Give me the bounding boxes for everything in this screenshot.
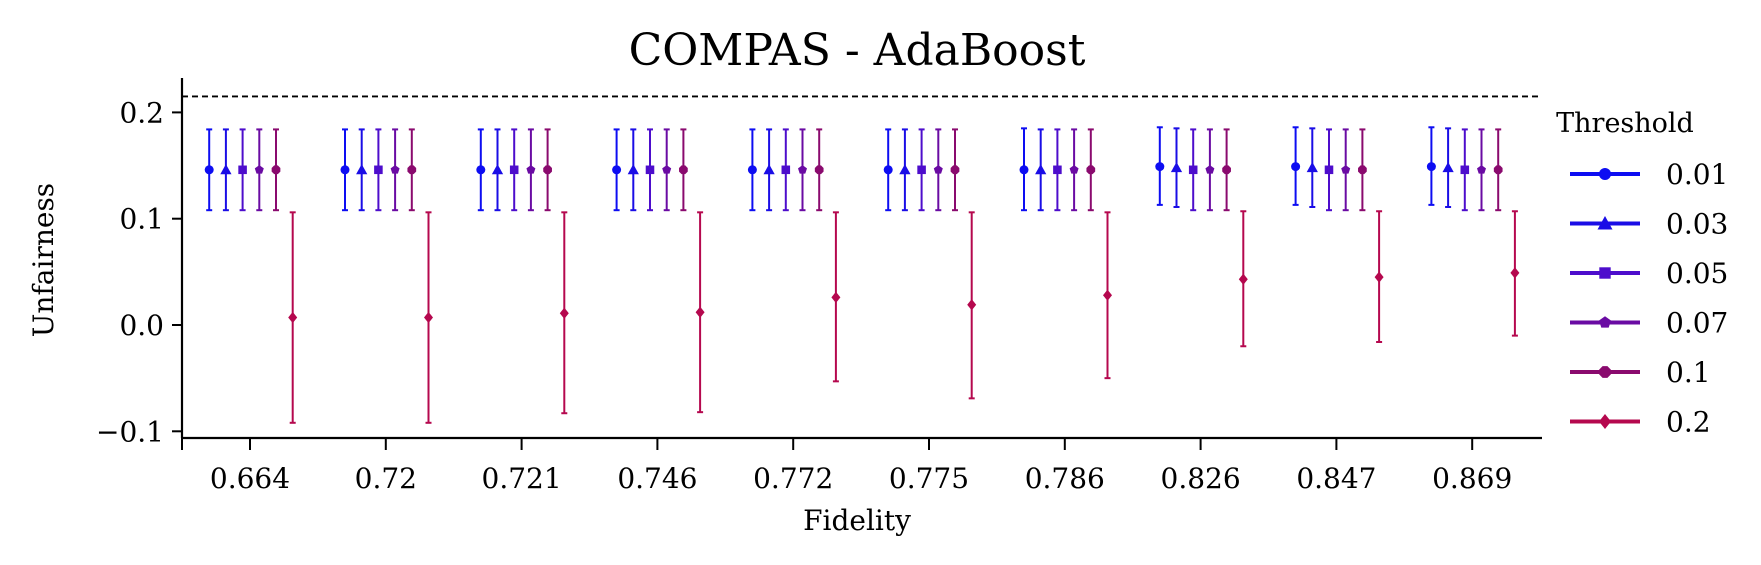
data-point: [1442, 162, 1454, 173]
data-point: [340, 165, 350, 175]
data-point: [933, 165, 943, 174]
data-point: [679, 165, 688, 175]
data-point: [1493, 165, 1503, 175]
y-tick-label: −0.1: [96, 415, 164, 448]
data-point: [374, 165, 383, 175]
data-point: [831, 291, 841, 303]
legend-label-0.07: 0.07: [1666, 307, 1728, 340]
data-point: [1069, 165, 1079, 174]
data-point: [1035, 164, 1047, 175]
plot-area: −0.1 0.0 0.1 0.2 0.664 0.72 0.721 0.746 0.772 0.7…: [96, 78, 1542, 495]
legend-label-0.03: 0.03: [1666, 208, 1728, 241]
legend-marker-0.03: [1597, 216, 1613, 230]
data-point: [1306, 162, 1318, 173]
legend-marker-0.1: [1599, 366, 1611, 378]
x-tick-label: 0.772: [753, 462, 833, 495]
data-point: [950, 165, 960, 175]
series-0.07: [254, 128, 1486, 212]
series-0.1: [271, 128, 1503, 212]
data-point: [238, 165, 247, 175]
x-tick-label: 0.746: [617, 462, 697, 495]
data-point: [271, 165, 281, 175]
data-point: [798, 165, 807, 174]
data-point: [1374, 271, 1384, 283]
data-point: [204, 165, 214, 175]
legend-marker-0.2: [1599, 414, 1611, 429]
series-0.03: [220, 127, 1454, 212]
x-axis-label: Fidelity: [803, 504, 911, 537]
data-point: [814, 165, 824, 175]
data-point: [1222, 165, 1231, 175]
data-point: [1155, 162, 1165, 172]
x-tick-label: 0.826: [1161, 462, 1241, 495]
data-point: [763, 164, 775, 175]
data-point: [509, 165, 519, 175]
legend-marker-0.05: [1599, 267, 1611, 279]
data-point: [645, 165, 655, 175]
x-tick-label: 0.72: [355, 462, 417, 495]
data-point: [1188, 165, 1198, 175]
data-point: [559, 307, 569, 319]
data-point: [612, 165, 622, 175]
data-point: [747, 165, 757, 175]
data-point: [1019, 165, 1029, 175]
y-axis-label: Unfairness: [27, 183, 60, 337]
data-point: [917, 165, 926, 175]
legend-label-0.1: 0.1: [1666, 356, 1711, 389]
data-point: [491, 164, 504, 175]
x-tick-label: 0.869: [1432, 462, 1512, 495]
data-point: [254, 165, 264, 174]
legend-label-0.05: 0.05: [1666, 257, 1728, 290]
data-point: [1103, 289, 1112, 301]
y-tick-label: 0.2: [119, 96, 164, 129]
data-point: [883, 165, 893, 175]
x-tick-label: 0.786: [1025, 462, 1105, 495]
data-point: [356, 164, 368, 175]
data-point: [424, 311, 433, 324]
x-tick-label: 0.847: [1296, 462, 1376, 495]
data-point: [662, 165, 672, 174]
data-point: [407, 165, 417, 175]
data-point: [695, 306, 705, 318]
series-0.2: [288, 210, 1520, 424]
chart-title: COMPAS - AdaBoost: [629, 25, 1086, 76]
data-point: [1238, 273, 1248, 285]
series-0.01: [204, 126, 1436, 212]
data-point: [476, 165, 486, 175]
data-point: [1053, 165, 1062, 175]
data-point: [1291, 162, 1301, 172]
legend-marker-0.01: [1599, 168, 1611, 180]
legend-label-0.01: 0.01: [1666, 158, 1728, 191]
x-tick-label: 0.721: [482, 462, 562, 495]
data-point: [899, 164, 911, 175]
data-point: [1324, 165, 1334, 175]
series-0.05: [238, 128, 1470, 212]
data-point: [526, 165, 536, 174]
legend-marker-0.07: [1599, 316, 1611, 328]
data-point: [390, 165, 400, 174]
y-tick-label: 0.1: [119, 203, 164, 236]
data-point: [1477, 165, 1486, 174]
x-tick-label: 0.775: [889, 462, 969, 495]
data-point: [1426, 162, 1436, 172]
data-point: [1205, 165, 1215, 174]
data-point: [781, 165, 791, 175]
data-point: [967, 299, 977, 311]
data-point: [288, 311, 298, 324]
data-point: [1510, 267, 1520, 279]
legend-label-0.2: 0.2: [1666, 406, 1711, 439]
legend: Threshold 0.01 0.03 0.05 0.07 0.1 0.2: [1556, 108, 1728, 439]
data-point: [1170, 162, 1183, 173]
data-point: [220, 164, 232, 175]
data-point: [1086, 165, 1096, 175]
data-point: [1358, 165, 1367, 175]
x-tick-label: 0.664: [210, 462, 290, 495]
data-point: [627, 164, 639, 175]
legend-title: Threshold: [1556, 108, 1694, 139]
data-point: [1341, 165, 1351, 174]
y-tick-label: 0.0: [119, 309, 164, 342]
data-point: [543, 165, 552, 175]
data-point: [1460, 165, 1470, 175]
